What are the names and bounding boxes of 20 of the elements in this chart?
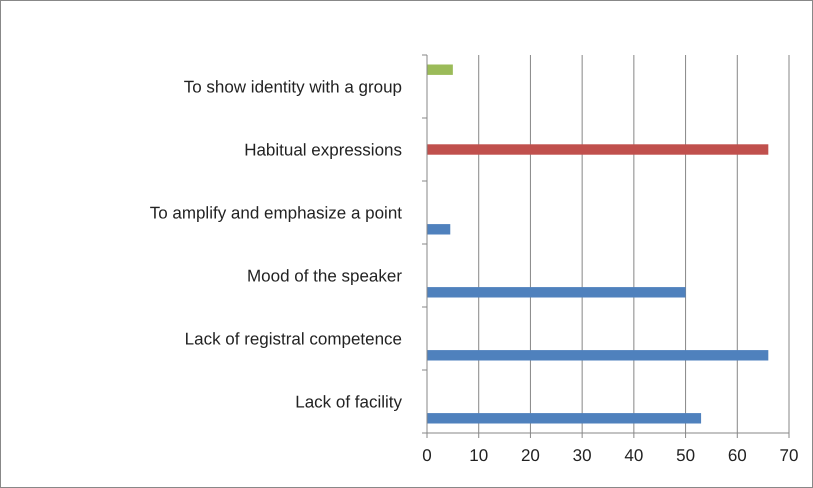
- bar: [427, 287, 686, 298]
- y-tick-label: Lack of facility: [295, 392, 402, 412]
- x-tick-label: 30: [572, 446, 592, 465]
- bar: [427, 350, 768, 361]
- x-tick-label: 60: [728, 446, 747, 465]
- y-tick-label: Habitual expressions: [244, 140, 402, 160]
- bar: [427, 64, 453, 75]
- bar: [427, 224, 450, 235]
- x-tick-label: 50: [676, 446, 696, 465]
- x-tick-label: 70: [780, 446, 798, 465]
- x-tick-label: 10: [469, 446, 488, 465]
- bar: [427, 413, 702, 424]
- bar: [427, 144, 768, 155]
- y-tick-label: Mood of the speaker: [247, 266, 402, 286]
- y-tick-label: Lack of registral competence: [184, 329, 402, 348]
- x-tick-label: 40: [624, 446, 644, 465]
- y-tick-label: To amplify and emphasize a point: [150, 203, 402, 222]
- x-tick-label: 20: [520, 446, 540, 465]
- y-tick-label: To show identity with a group: [184, 77, 402, 96]
- x-tick-label: 0: [422, 446, 432, 465]
